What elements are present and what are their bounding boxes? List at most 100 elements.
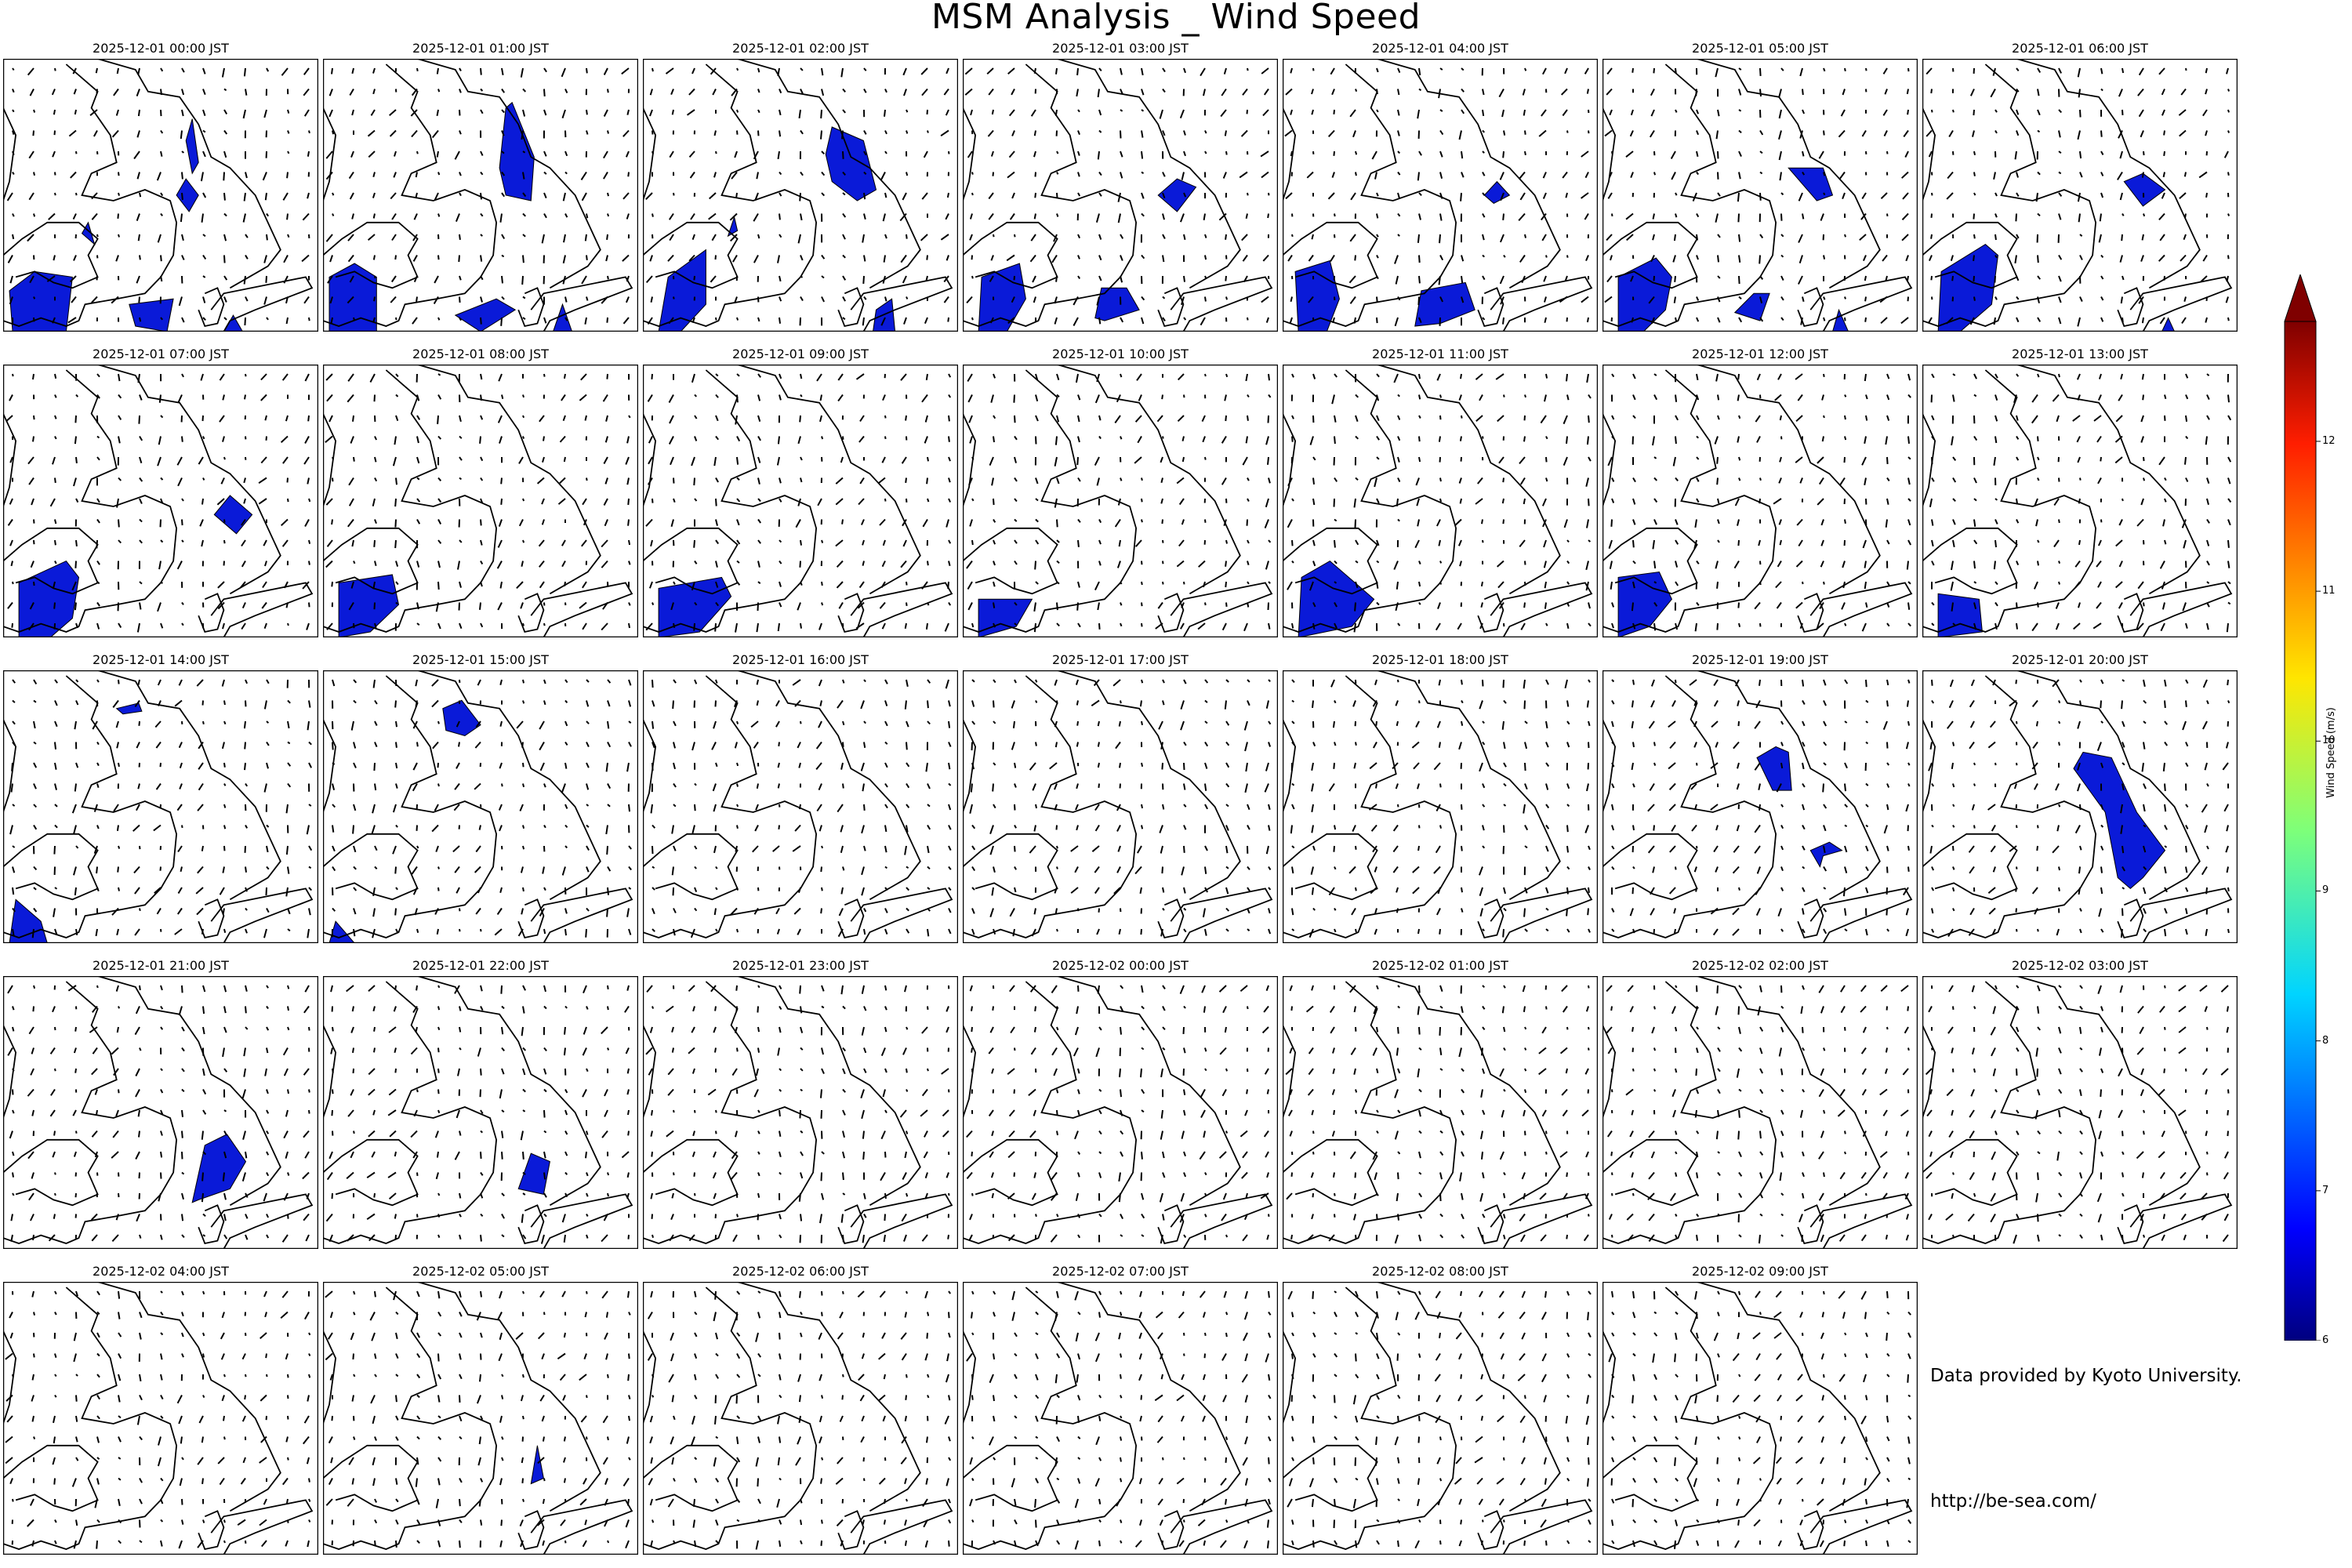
coastline [1602, 369, 1777, 633]
coastline [530, 276, 633, 332]
map-panel: 2025-12-02 03:00 JST [1922, 959, 2238, 1249]
coastline [1283, 675, 1457, 938]
wind-speed-region [1756, 746, 1792, 791]
wind-speed-region [825, 126, 877, 201]
panel-frame [3, 1282, 318, 1555]
wind-arrow-field [1926, 67, 2230, 327]
coastline [2129, 1193, 2233, 1249]
map-panel: 2025-12-01 13:00 JST [1922, 347, 2238, 637]
coastline [530, 1499, 633, 1555]
panel-time-label: 2025-12-01 07:00 JST [93, 347, 229, 361]
coastline [1170, 276, 1273, 332]
panel-frame [1283, 59, 1598, 332]
map-panel: 2025-12-01 11:00 JST [1283, 347, 1598, 637]
panel-time-label: 2025-12-02 06:00 JST [732, 1264, 869, 1279]
panel-frame [1602, 976, 1918, 1249]
coastline [1922, 369, 2097, 633]
coastline [837, 1204, 865, 1245]
panel-frame [1922, 59, 2238, 332]
coastline [1490, 582, 1593, 637]
coastline [210, 887, 314, 943]
panel-frame [1602, 1282, 1918, 1555]
wind-speed-region [81, 221, 96, 246]
map-panel: 2025-12-01 17:00 JST [963, 653, 1278, 943]
wind-arrow-field [6, 67, 310, 326]
wind-arrow-field [325, 985, 630, 1244]
wind-map [3, 1282, 318, 1555]
coastline [323, 413, 337, 507]
coastline [963, 1138, 1058, 1207]
wind-speed-region [1788, 167, 1834, 201]
coastline [2016, 976, 2201, 1207]
coastline [643, 221, 739, 289]
coastline [1797, 287, 1824, 328]
coastline [1157, 898, 1185, 939]
coastline [1602, 221, 1698, 289]
wind-speed-region [9, 270, 73, 332]
map-panel: 2025-12-01 03:00 JST [963, 42, 1278, 332]
coastline [1697, 1282, 1881, 1512]
coastline [963, 221, 1058, 289]
coastline [517, 287, 545, 328]
map-panel: 2025-12-02 09:00 JST [1602, 1265, 1918, 1555]
coastline [1377, 670, 1561, 901]
wind-speed-region [9, 898, 48, 943]
wind-map [1602, 1282, 1918, 1555]
coastline [1283, 1330, 1297, 1425]
figure-title: MSM Analysis _ Wind Speed [931, 0, 1421, 37]
wind-map [3, 365, 318, 637]
coastline [1602, 413, 1617, 507]
panel-time-label: 2025-12-01 16:00 JST [732, 652, 869, 667]
coastline [1697, 365, 1881, 595]
coastline [2016, 365, 2201, 595]
coastline [323, 1444, 419, 1512]
map-panel: 2025-12-01 10:00 JST [963, 347, 1278, 637]
coastline [643, 1138, 739, 1207]
coastline [1697, 670, 1881, 901]
coastline [323, 107, 337, 201]
coastline [1477, 593, 1504, 633]
coastline [1157, 1204, 1185, 1245]
wind-arrow-field [1604, 67, 1910, 325]
coastline [97, 59, 281, 289]
wind-map [1602, 59, 1918, 332]
coastline [1602, 1444, 1698, 1512]
panel-frame [3, 365, 318, 637]
coastline [3, 107, 17, 201]
colorbar-label: Wind Speed (m/s) [2325, 707, 2337, 798]
map-panel: 2025-12-01 08:00 JST [323, 347, 638, 637]
wind-speed-region [1094, 287, 1140, 321]
panel-time-label: 2025-12-01 04:00 JST [1372, 41, 1508, 56]
panel-frame [963, 976, 1278, 1249]
coastline [1697, 976, 1881, 1207]
coastline [963, 1025, 977, 1119]
coastline [963, 1330, 977, 1425]
wind-speed-region [2123, 172, 2166, 207]
wind-arrow-field [645, 373, 952, 633]
coastline [850, 582, 953, 637]
panel-time-label: 2025-12-01 14:00 JST [93, 652, 229, 667]
coastline [323, 1330, 337, 1425]
wind-arrow-field [966, 985, 1270, 1244]
colorbar-tick-label: 6 [2322, 1334, 2329, 1346]
coastline [417, 365, 601, 595]
wind-arrow-field [325, 373, 631, 631]
wind-arrow-field [7, 985, 310, 1243]
coastline [1283, 981, 1457, 1244]
coastline [963, 107, 977, 201]
panel-time-label: 2025-12-01 19:00 JST [1692, 652, 1828, 667]
wind-speed-region [658, 249, 706, 332]
wind-speed-region [1831, 308, 1849, 332]
wind-map [963, 1282, 1278, 1555]
coastline [1602, 64, 1777, 327]
wind-arrow-field [1608, 1290, 1912, 1549]
wind-arrow-field [1611, 679, 1911, 937]
coastline [643, 719, 657, 813]
coastline [1922, 527, 2018, 595]
wind-map [1283, 1282, 1598, 1555]
coastline [1602, 1330, 1617, 1425]
wind-map [1922, 365, 2238, 637]
coastline [198, 1204, 225, 1245]
coastline [1157, 287, 1185, 328]
wind-arrow-field [325, 1290, 631, 1548]
